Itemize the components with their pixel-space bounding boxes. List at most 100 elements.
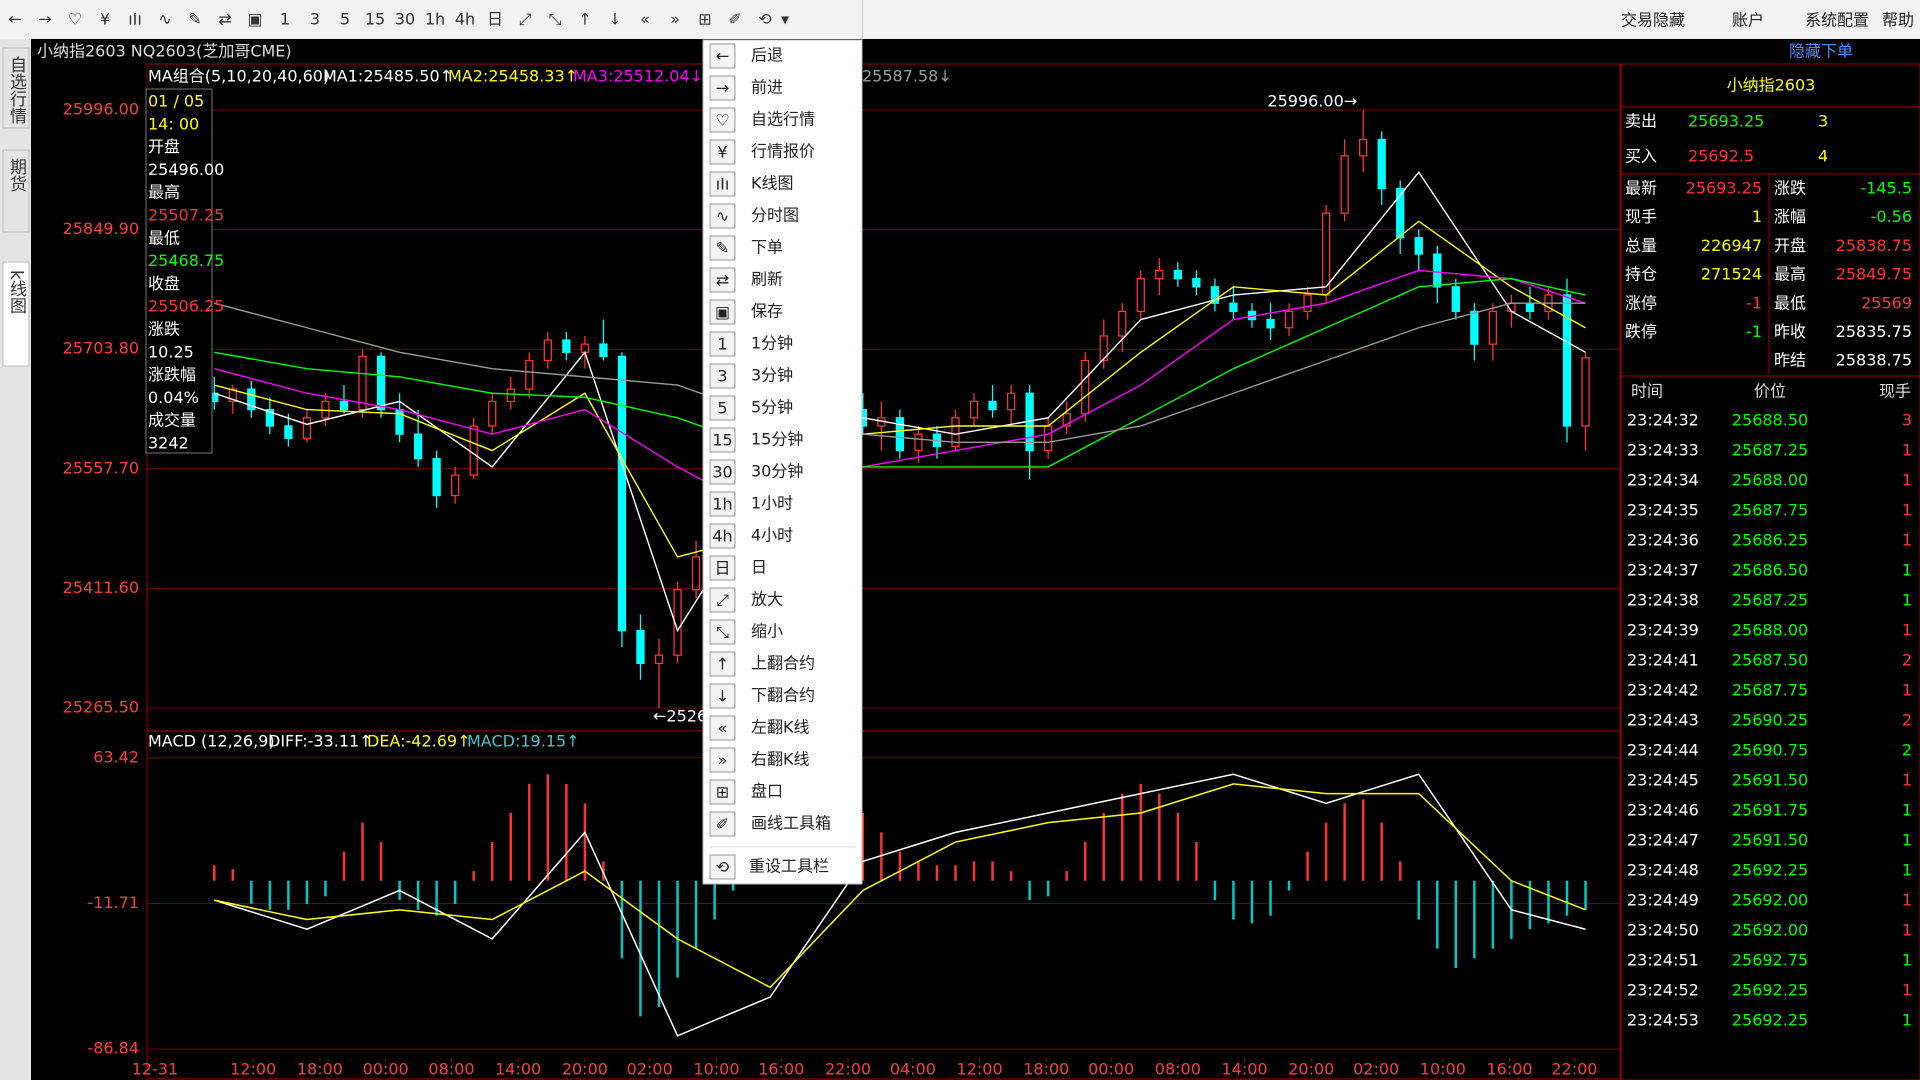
toolbar-icon[interactable]: 3 [310, 10, 320, 29]
toolbar-icon[interactable]: ⊞ [698, 10, 711, 29]
tab-label[interactable]: 自选行情 [6, 56, 27, 125]
tab[interactable] [2, 47, 30, 129]
menu-icon[interactable]: ⊞ [716, 783, 729, 802]
menu-icon-box[interactable] [709, 267, 736, 293]
menu-item[interactable]: K线图 [751, 174, 794, 193]
menu-item[interactable]: 盘口 [751, 782, 783, 801]
menu-icon[interactable]: ∿ [716, 207, 729, 226]
menu-item[interactable]: 分时图 [751, 206, 799, 225]
menu-icon-box[interactable] [709, 715, 736, 741]
menu-item[interactable]: 自选行情 [751, 110, 815, 129]
menu-item[interactable]: 下单 [751, 238, 783, 257]
menu-icon-box[interactable] [709, 395, 736, 421]
menu-icon[interactable]: ♡ [715, 111, 729, 130]
toolbar-icon[interactable]: ↓ [608, 10, 621, 29]
menu-icon-box[interactable] [709, 171, 736, 197]
menu-icon-box[interactable] [709, 203, 736, 229]
menu-icon-box[interactable] [709, 299, 736, 325]
menu-icon[interactable]: ⇄ [716, 271, 729, 290]
menu-item[interactable]: 15分钟 [751, 430, 803, 449]
toolbar-icon[interactable]: 日 [487, 10, 503, 29]
toolbar-icon[interactable]: 1h [425, 10, 445, 29]
menu-item[interactable]: 重设工具栏 [749, 857, 829, 876]
toolbar-icon[interactable]: « [640, 10, 650, 29]
tab[interactable] [2, 261, 30, 367]
menu-item[interactable]: 30分钟 [751, 462, 803, 481]
menu-icon[interactable]: → [716, 79, 729, 98]
menu-item[interactable]: 行情报价 [751, 142, 815, 161]
menu-item[interactable]: 4小时 [751, 526, 793, 545]
menu-icon-box[interactable] [709, 139, 736, 165]
menu-icon-box[interactable] [709, 619, 736, 645]
menu-icon[interactable]: « [718, 719, 728, 738]
menu-icon-box[interactable] [709, 43, 736, 69]
menu-icon-box[interactable] [709, 491, 736, 517]
toolbar-icon[interactable]: ⤡ [549, 10, 562, 29]
menu-icon[interactable]: ↑ [716, 655, 729, 674]
menu-icon[interactable]: ⤡ [716, 623, 729, 642]
menu-icon[interactable]: » [718, 751, 728, 770]
menu-item[interactable]: 后退 [751, 46, 783, 65]
menu-item[interactable]: 左翻K线 [751, 718, 810, 737]
toolbar-icon[interactable]: 15 [365, 10, 385, 29]
menu-icon-box[interactable] [709, 555, 736, 581]
menu-icon[interactable]: ← [716, 47, 729, 66]
hide-order[interactable]: 隐藏下单 [1789, 42, 1853, 61]
toolbar-menu[interactable]: 帮助 [1882, 11, 1914, 30]
menu-icon-box[interactable] [709, 427, 736, 453]
toolbar-icon[interactable]: 1 [280, 10, 290, 29]
menu-item[interactable]: 下翻合约 [751, 686, 815, 705]
toolbar-icon[interactable]: ↑ [578, 10, 591, 29]
toolbar-icon[interactable]: 4h [455, 10, 475, 29]
menu-icon[interactable]: ⤢ [716, 591, 729, 610]
toolbar-icon[interactable]: ∿ [158, 10, 171, 29]
toolbar-icon[interactable]: ✎ [188, 10, 201, 29]
menu-icon[interactable]: 4h [712, 527, 732, 546]
menu-icon-box[interactable] [709, 779, 736, 805]
tab-label[interactable]: k线图 [6, 270, 27, 314]
toolbar-icon[interactable]: → [38, 10, 51, 29]
tab-label[interactable]: 期货 [6, 158, 27, 192]
menu-icon[interactable]: ¥ [717, 143, 727, 162]
menu-icon[interactable]: 3 [717, 367, 727, 386]
menu-icon[interactable]: ✐ [716, 815, 729, 834]
menu-icon-box[interactable] [709, 107, 736, 133]
menu-item[interactable]: 1分钟 [751, 334, 793, 353]
toolbar-icon[interactable]: ← [8, 10, 21, 29]
menu-icon[interactable]: 1 [717, 335, 727, 354]
menu-icon-box[interactable] [709, 747, 736, 773]
toolbar-icon[interactable]: » [670, 10, 680, 29]
menu-item[interactable]: 刷新 [751, 270, 783, 289]
menu-icon-box[interactable] [709, 811, 736, 837]
menu-icon-box[interactable] [709, 587, 736, 613]
menu-icon[interactable]: ↓ [716, 687, 729, 706]
toolbar-icon[interactable]: ıIı [128, 10, 142, 29]
toolbar-icon[interactable]: ▣ [247, 10, 262, 29]
menu-icon-box[interactable] [709, 854, 736, 880]
toolbar-icon[interactable]: ✐ [728, 10, 741, 29]
menu-icon[interactable]: 15 [712, 431, 732, 450]
menu-icon-box[interactable] [709, 331, 736, 357]
toolbar-icon[interactable]: ▾ [781, 10, 789, 29]
menu-item[interactable]: 保存 [751, 302, 783, 321]
menu-icon[interactable]: ⟲ [716, 858, 730, 877]
menu-icon-box[interactable] [709, 523, 736, 549]
menu-item[interactable]: 日 [751, 558, 767, 577]
toolbar-menu[interactable]: 账户 [1732, 11, 1764, 30]
toolbar-menu[interactable]: 系统配置 [1805, 11, 1869, 30]
menu-item[interactable]: 画线工具箱 [751, 814, 831, 833]
menu-icon[interactable]: 1h [712, 495, 732, 514]
menu-icon-box[interactable] [709, 683, 736, 709]
menu-item[interactable]: 上翻合约 [751, 654, 815, 673]
toolbar-icon[interactable]: ⟲ [758, 10, 772, 29]
menu-item[interactable]: 5分钟 [751, 398, 793, 417]
menu-item[interactable]: 放大 [751, 590, 783, 609]
toolbar-icon[interactable]: ♡ [68, 10, 82, 29]
menu-item[interactable]: 1小时 [751, 494, 793, 513]
menu-item[interactable]: 前进 [751, 78, 783, 97]
toolbar-icon[interactable]: 5 [340, 10, 350, 29]
menu-icon[interactable]: ıIı [716, 175, 730, 194]
menu-item[interactable]: 缩小 [751, 622, 783, 641]
menu-icon[interactable]: ▣ [715, 303, 730, 322]
menu-icon-box[interactable] [709, 651, 736, 677]
